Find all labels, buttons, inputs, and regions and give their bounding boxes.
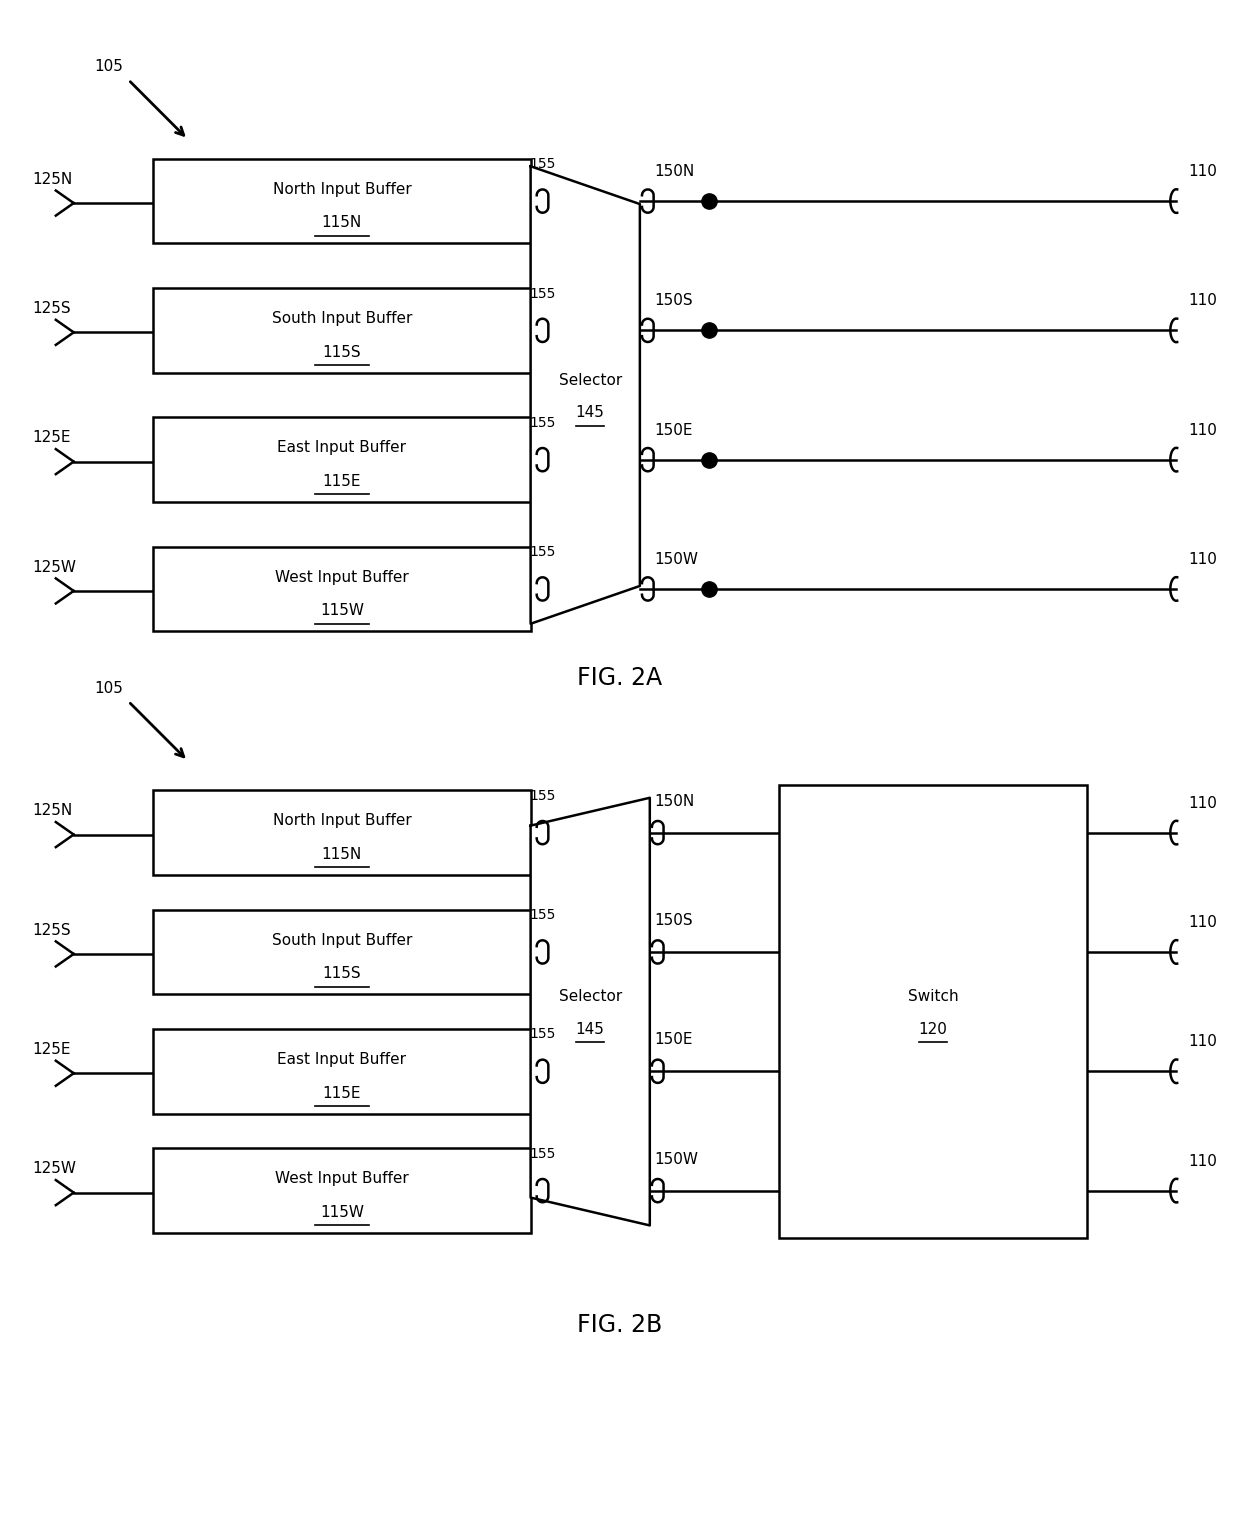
Polygon shape xyxy=(531,798,650,1225)
Text: 115S: 115S xyxy=(322,345,361,360)
Text: 115N: 115N xyxy=(321,847,362,862)
Text: 125N: 125N xyxy=(32,803,72,818)
Text: 115W: 115W xyxy=(320,1205,363,1220)
Text: 105: 105 xyxy=(94,682,123,695)
Text: 150W: 150W xyxy=(655,1152,699,1167)
Text: 150N: 150N xyxy=(655,794,694,809)
Text: 110: 110 xyxy=(1188,164,1216,179)
Text: 155: 155 xyxy=(529,158,556,172)
Text: 110: 110 xyxy=(1188,915,1216,931)
Text: 115S: 115S xyxy=(322,967,361,981)
Text: 125E: 125E xyxy=(32,1041,71,1057)
Text: 150S: 150S xyxy=(655,293,693,308)
Text: South Input Buffer: South Input Buffer xyxy=(272,932,412,947)
Text: Selector: Selector xyxy=(558,372,621,387)
Text: 125W: 125W xyxy=(32,1161,76,1176)
Text: Switch: Switch xyxy=(908,990,959,1005)
Bar xyxy=(154,791,531,874)
Bar xyxy=(154,288,531,372)
Text: 155: 155 xyxy=(529,416,556,430)
Text: 150S: 150S xyxy=(655,912,693,927)
Text: FIG. 2A: FIG. 2A xyxy=(578,666,662,691)
Text: East Input Buffer: East Input Buffer xyxy=(278,1052,407,1067)
Text: 150E: 150E xyxy=(655,424,693,437)
Bar xyxy=(154,546,531,631)
Text: 150N: 150N xyxy=(655,164,694,179)
Text: 115N: 115N xyxy=(321,216,362,231)
Text: 125S: 125S xyxy=(32,301,71,316)
Polygon shape xyxy=(531,167,640,624)
Text: South Input Buffer: South Input Buffer xyxy=(272,311,412,326)
Text: 110: 110 xyxy=(1188,1034,1216,1049)
Bar xyxy=(154,909,531,994)
Text: 110: 110 xyxy=(1188,424,1216,437)
Text: 155: 155 xyxy=(529,545,556,559)
Text: 115W: 115W xyxy=(320,603,363,618)
Text: East Input Buffer: East Input Buffer xyxy=(278,440,407,455)
Text: 120: 120 xyxy=(919,1022,947,1037)
Text: 150W: 150W xyxy=(655,553,699,568)
Text: Selector: Selector xyxy=(558,990,621,1005)
Text: 155: 155 xyxy=(529,287,556,301)
Bar xyxy=(779,785,1086,1239)
Text: 125W: 125W xyxy=(32,560,76,574)
Text: 155: 155 xyxy=(529,789,556,803)
Text: 125E: 125E xyxy=(32,430,71,445)
Text: North Input Buffer: North Input Buffer xyxy=(273,182,412,197)
Text: West Input Buffer: West Input Buffer xyxy=(275,1172,409,1186)
Text: 155: 155 xyxy=(529,1028,556,1041)
Text: North Input Buffer: North Input Buffer xyxy=(273,814,412,829)
Text: 125N: 125N xyxy=(32,172,72,187)
Text: 115E: 115E xyxy=(322,474,361,489)
Text: West Input Buffer: West Input Buffer xyxy=(275,569,409,584)
Text: 110: 110 xyxy=(1188,795,1216,811)
Text: 155: 155 xyxy=(529,908,556,921)
Text: 110: 110 xyxy=(1188,293,1216,308)
Text: 150E: 150E xyxy=(655,1032,693,1047)
Bar xyxy=(154,417,531,502)
Text: FIG. 2B: FIG. 2B xyxy=(578,1313,662,1337)
Text: 115E: 115E xyxy=(322,1085,361,1101)
Text: 110: 110 xyxy=(1188,553,1216,568)
Bar xyxy=(154,1148,531,1233)
Bar xyxy=(154,159,531,243)
Text: 105: 105 xyxy=(94,59,123,74)
Bar xyxy=(154,1029,531,1114)
Text: 145: 145 xyxy=(575,405,605,420)
Text: 125S: 125S xyxy=(32,923,71,938)
Text: 110: 110 xyxy=(1188,1154,1216,1169)
Text: 145: 145 xyxy=(575,1022,605,1037)
Text: 155: 155 xyxy=(529,1146,556,1161)
